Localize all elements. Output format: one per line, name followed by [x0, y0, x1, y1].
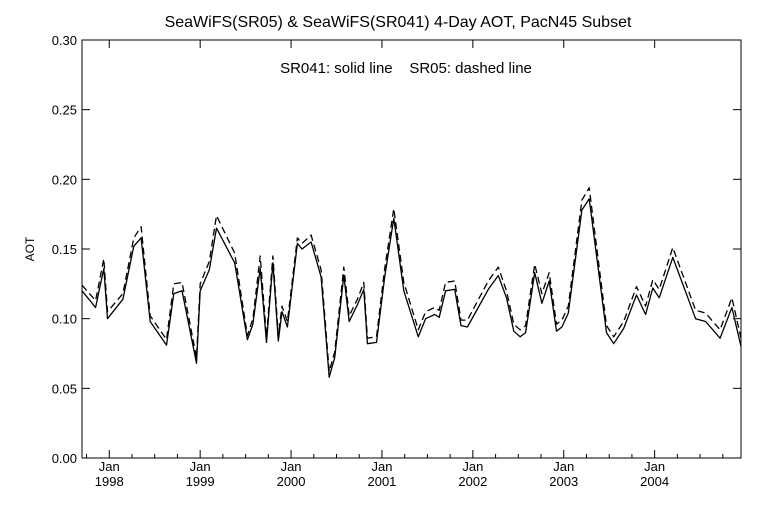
x-tick-year-label: 2001 — [367, 474, 396, 489]
x-tick-month-label: Jan — [281, 459, 302, 474]
data-series — [81, 187, 742, 378]
line-style-annotation: SR041: solid line SR05: dashed line — [280, 60, 532, 77]
y-tick-label: 0.10 — [52, 312, 77, 327]
x-tick-year-label: 2000 — [277, 474, 306, 489]
x-tick-year-label: 1999 — [186, 474, 215, 489]
y-tick-label: 0.30 — [52, 33, 77, 48]
y-tick-label: 0.00 — [52, 451, 77, 466]
chart-title: SeaWiFS(SR05) & SeaWiFS(SR041) 4-Day AOT… — [165, 14, 632, 31]
x-tick-month-label: Jan — [462, 459, 483, 474]
y-tick-label: 0.15 — [52, 242, 77, 257]
series-line-sr041 — [81, 198, 742, 378]
x-tick-month-label: Jan — [644, 459, 665, 474]
y-tick-label: 0.05 — [52, 381, 77, 396]
x-tick-year-label: 1998 — [95, 474, 124, 489]
x-tick-year-label: 2003 — [549, 474, 578, 489]
x-tick-year-label: 2002 — [458, 474, 487, 489]
x-tick-month-label: Jan — [190, 459, 211, 474]
y-axis-label: AOT — [23, 236, 37, 261]
x-tick-month-label: Jan — [371, 459, 392, 474]
y-tick-label: 0.20 — [52, 172, 77, 187]
x-tick-month-label: Jan — [99, 459, 120, 474]
x-axis-ticks: Jan1998Jan1999Jan2000Jan2001Jan2002Jan20… — [86, 40, 724, 489]
series-line-sr05 — [81, 187, 742, 373]
plot-frame — [81, 39, 742, 459]
x-tick-month-label: Jan — [553, 459, 574, 474]
x-tick-year-label: 2004 — [640, 474, 669, 489]
y-axis-ticks: 0.00 0.05 0.10 0.15 0.20 0.25 0.30 — [52, 33, 741, 466]
y-tick-label: 0.25 — [52, 103, 77, 118]
